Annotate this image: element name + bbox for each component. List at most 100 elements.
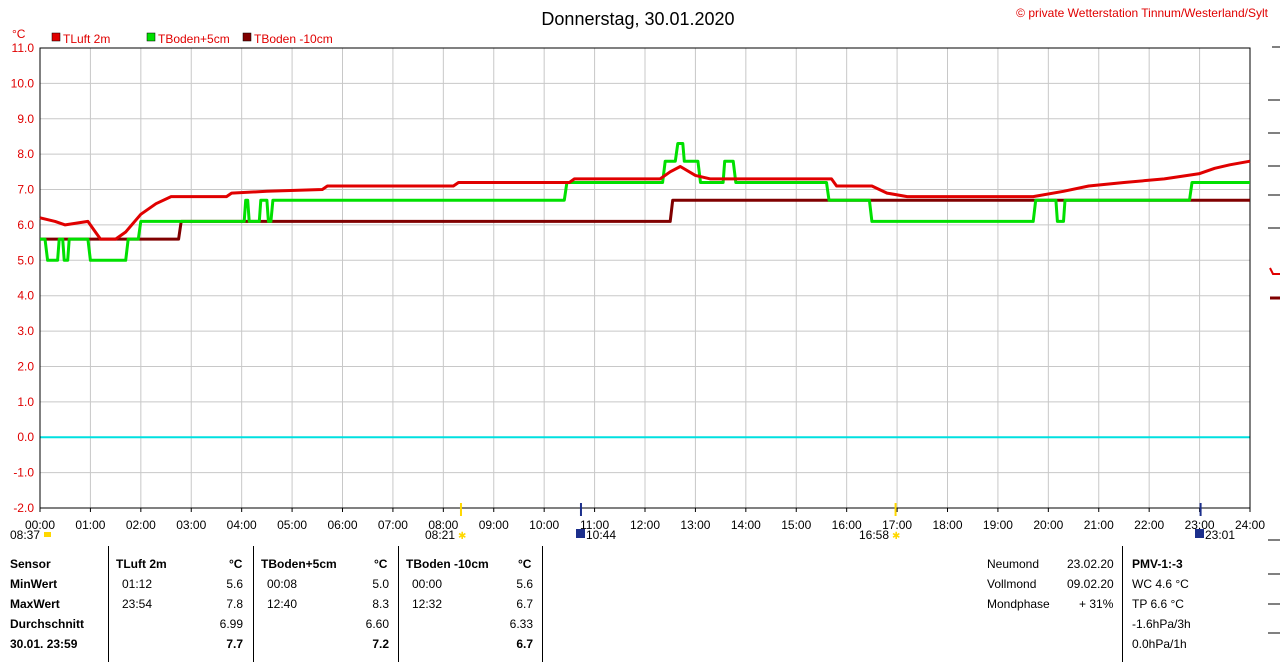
x-tick-label: 15:00 (781, 518, 811, 532)
legend-label: TBoden -10cm (254, 32, 333, 46)
stats-cell: 7.8 (226, 597, 243, 611)
stats-cell: 6.60 (365, 617, 389, 631)
x-tick-label: 07:00 (378, 518, 408, 532)
legend-swatch (51, 32, 61, 42)
pmv-wc: WC 4.6 °C (1132, 577, 1189, 591)
x-tick-label: 11:00 (580, 518, 609, 532)
legend-label: TLuft 2m (63, 32, 110, 46)
stats-cell: 12:40 (267, 597, 298, 611)
x-tick-label: 20:00 (1033, 518, 1063, 532)
x-tick-label: 22:00 (1134, 518, 1164, 532)
series-layer (39, 142, 1251, 262)
y-tick-label: 1.0 (17, 395, 34, 409)
y-tick-label: 4.0 (17, 289, 34, 303)
grid (39, 47, 1251, 509)
neumond-value: 23.02.20 (1067, 557, 1114, 571)
stats-cell: MaxWert (10, 597, 60, 611)
stats-cell: 01:12 (122, 577, 153, 591)
y-tick-label: 8.0 (17, 147, 34, 161)
sunset-label: 16:58 (859, 528, 889, 542)
stats-cell: 7.7 (226, 637, 243, 651)
legend: TLuft 2m TBoden+5cm TBoden -10cm (51, 32, 333, 46)
divider (253, 546, 254, 662)
copyright-text: © private Wetterstation Tinnum/Westerlan… (1016, 6, 1269, 20)
plot-frame (39, 47, 1251, 509)
stats-header-sensor: Sensor (10, 557, 51, 571)
x-tick-label: 17:00 (882, 518, 912, 532)
stats-cell: 12:32 (412, 597, 443, 611)
stats-cell: 6.99 (219, 617, 243, 631)
stats-cell: 6.7 (516, 597, 533, 611)
x-tick-label: 16:00 (832, 518, 862, 532)
stats-cell: 23:54 (122, 597, 153, 611)
y-tick-label: 6.0 (17, 218, 34, 232)
x-tick-label: 13:00 (680, 518, 710, 532)
x-tick-label: 18:00 (932, 518, 962, 532)
divider (542, 546, 543, 662)
stats-cell: 5.0 (372, 577, 389, 591)
vollmond-label: Vollmond (987, 577, 1037, 591)
x-tick-label: 09:00 (479, 518, 509, 532)
x-tick-label: 04:00 (227, 518, 257, 532)
mondphase-label: Mondphase (987, 597, 1050, 611)
stats-header-tluft: TLuft 2m (116, 557, 167, 571)
x-tick-label: 23:00 (1185, 518, 1215, 532)
divider (108, 546, 109, 662)
y-tick-label: 9.0 (17, 112, 34, 126)
x-tick-label: 12:00 (630, 518, 660, 532)
x-tick-label: 10:00 (529, 518, 559, 532)
stats-cell: 7.2 (372, 637, 389, 651)
moonrise-label: 10:44 (586, 528, 616, 542)
legend-swatch (146, 32, 156, 42)
stats-cell: 30.01. 23:59 (10, 637, 78, 651)
y-tick-label: -2.0 (13, 501, 34, 515)
x-tick-label: 02:00 (126, 518, 156, 532)
x-tick-label: 14:00 (731, 518, 761, 532)
divider (1122, 546, 1123, 662)
stats-cell: 5.6 (226, 577, 243, 591)
sunrise-label: 08:21 (425, 528, 455, 542)
series-line-1 (39, 159, 1251, 241)
y-tick-label: 0.0 (17, 430, 34, 444)
stats-header-unit: °C (518, 557, 532, 571)
stats-header-unit: °C (229, 557, 243, 571)
pmv-pressure-3h: -1.6hPa/3h (1132, 617, 1191, 631)
y-tick-label: 11.0 (12, 41, 35, 55)
y-axis-unit: °C (12, 27, 26, 41)
series-line-2 (40, 142, 1250, 262)
stats-cell: 00:00 (412, 577, 443, 591)
x-tick-label: 08:00 (428, 518, 458, 532)
chart-title: Donnerstag, 30.01.2020 (541, 9, 734, 29)
stats-cell: 6.7 (516, 637, 533, 651)
mondphase-value: + 31% (1079, 597, 1114, 611)
neumond-label: Neumond (987, 557, 1040, 571)
right-edge-marks (1268, 46, 1280, 634)
y-tick-label: -1.0 (13, 466, 34, 480)
y-tick-label: 5.0 (17, 253, 34, 267)
series-line-3 (40, 198, 1250, 241)
stats-cell: 8.3 (372, 597, 389, 611)
moon-phase-icon (1195, 529, 1204, 538)
axes: -2.0 -1.0 0.0 1.0 2.0 3.0 4.0 5.0 6.0 7.0 8.0 9.0 10… (11, 41, 1266, 532)
sun-icon: ✱ (458, 531, 466, 542)
legend-label: TBoden+5cm (158, 32, 230, 46)
x-tick-label: 03:00 (176, 518, 206, 532)
sun-icon: ✱ (892, 531, 900, 542)
vollmond-value: 09.02.20 (1067, 577, 1114, 591)
pmv-pressure-1h: 0.0hPa/1h (1132, 637, 1187, 651)
pmv-tp: TP 6.6 °C (1132, 597, 1184, 611)
stats-panel: Sensor TLuft 2m °C TBoden+5cm °C TBoden … (0, 546, 1280, 662)
stats-cell: 6.33 (509, 617, 533, 631)
stats-cell: Durchschnitt (10, 617, 85, 631)
x-tick-label: 01:00 (75, 518, 105, 532)
stats-cell: MinWert (10, 577, 58, 591)
y-tick-label: 2.0 (17, 359, 34, 373)
y-tick-label: 10.0 (11, 76, 35, 90)
x-tick-label: 19:00 (983, 518, 1013, 532)
pmv-title: PMV-1:-3 (1132, 557, 1183, 571)
sun-moon-markers: 08:37 08:21 ✱ 10:44 16:58 ✱ 23:01 (10, 503, 1235, 542)
legend-swatch (242, 32, 252, 42)
x-tick-label: 00:00 (25, 518, 55, 532)
stats-header-tboden10: TBoden -10cm (406, 557, 489, 571)
